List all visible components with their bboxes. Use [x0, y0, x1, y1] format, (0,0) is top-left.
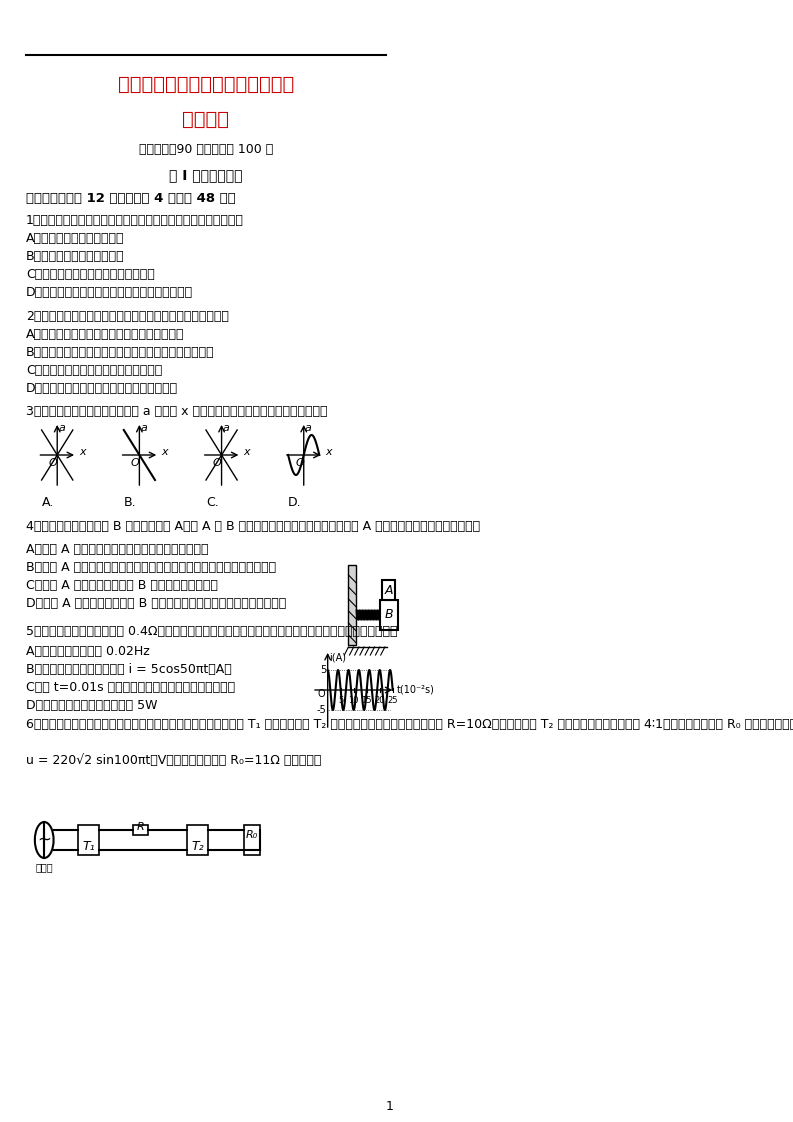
Text: B．波长越长，传播速度越大: B．波长越长，传播速度越大 [26, 250, 125, 263]
Text: x: x [161, 447, 168, 457]
Text: 1: 1 [386, 1100, 394, 1113]
Text: D．单摆运动的回复力是摆线拉力的一个分力: D．单摆运动的回复力是摆线拉力的一个分力 [26, 381, 178, 395]
Text: R₀: R₀ [246, 830, 259, 840]
Text: T₂: T₂ [191, 840, 204, 853]
Text: 3．做简谐运动的物体，其加速度 a 随位移 x 的变化规律应是下图中的哪一个（　　）: 3．做简谐运动的物体，其加速度 a 随位移 x 的变化规律应是下图中的哪一个（ … [26, 405, 328, 419]
Text: O: O [295, 458, 304, 468]
Text: C．单摆过平衡位置时，所受的合力为零: C．单摆过平衡位置时，所受的合力为零 [26, 364, 163, 377]
Text: 4．如图所示，弹簧振子 B 上放一个物块 A，在 A 与 B 一起做简谐运动的过程中，下列关于 A 受力的说法中正确的是（　　）: 4．如图所示，弹簧振子 B 上放一个物块 A，在 A 与 B 一起做简谐运动的过… [26, 519, 480, 533]
Bar [132, 825, 148, 835]
Text: B．交变电流的瞬时表达式为 i = 5cos50πt（A）: B．交变电流的瞬时表达式为 i = 5cos50πt（A） [26, 663, 232, 675]
Text: T₁: T₁ [82, 840, 94, 853]
Text: 5．某交流发电机线圈电阻为 0.4Ω，给灯泡提供如图所示的正弦式交变电流。下列说法中正确的是（　　）: 5．某交流发电机线圈电阻为 0.4Ω，给灯泡提供如图所示的正弦式交变电流。下列说… [26, 625, 397, 638]
Text: t(10⁻²s): t(10⁻²s) [396, 686, 435, 695]
Text: O: O [48, 458, 57, 468]
Text: A．频率越高，传播速度越大: A．频率越高，传播速度越大 [26, 232, 125, 245]
Text: D．物块 A 受重力、支持力及 B 对它的大小和方向都随时间变化的摩擦力: D．物块 A 受重力、支持力及 B 对它的大小和方向都随时间变化的摩擦力 [26, 597, 286, 610]
Text: 2．下列关于单摆运动过程中的受力说法，正确的是（　　）: 2．下列关于单摆运动过程中的受力说法，正确的是（ ） [26, 310, 229, 323]
Text: 20: 20 [374, 696, 385, 705]
Text: B．物块 A 受重力、支持力及弹簧对它的大小和方向都随时间变化的弹力: B．物块 A 受重力、支持力及弹簧对它的大小和方向都随时间变化的弹力 [26, 561, 276, 574]
Text: A．单摆运动的回复力是重力和摆线拉力的合力: A．单摆运动的回复力是重力和摆线拉力的合力 [26, 328, 185, 341]
Bar [348, 565, 356, 645]
Text: 6．如图为某小型电站的电能输送示意图，发电机通过升压变压器 T₁ 和降压变压器 T₂ 向用户供电，已知输电线的总电阻 R=10Ω，降压变压器 T₂ 的原、副线圈: 6．如图为某小型电站的电能输送示意图，发电机通过升压变压器 T₁ 和降压变压器 … [26, 718, 793, 732]
Text: a: a [58, 423, 65, 433]
Text: 5: 5 [338, 696, 343, 705]
Text: B．单摆运动的回复力是重力沿圆弧切线方向的一个分力: B．单摆运动的回复力是重力沿圆弧切线方向的一个分力 [26, 346, 215, 359]
Text: 25: 25 [388, 696, 398, 705]
Text: 5: 5 [320, 665, 327, 675]
Bar [78, 825, 99, 855]
Text: A．物块 A 受重力、支持力及弹簧对它的恒定的弹力: A．物块 A 受重力、支持力及弹簧对它的恒定的弹力 [26, 543, 209, 557]
Text: 平昌中学高级第四学期第二次月考: 平昌中学高级第四学期第二次月考 [118, 75, 294, 94]
Text: 物理试卷: 物理试卷 [182, 110, 229, 129]
Text: a: a [140, 423, 147, 433]
Text: B: B [385, 608, 393, 622]
Text: D.: D. [288, 496, 302, 509]
Text: A．交变电流的频率为 0.02Hz: A．交变电流的频率为 0.02Hz [26, 645, 150, 657]
Text: a: a [223, 423, 229, 433]
Text: 考试时间：90 分钟；满分 100 分: 考试时间：90 分钟；满分 100 分 [139, 142, 273, 156]
Text: x: x [326, 447, 332, 457]
Text: i(A): i(A) [329, 652, 346, 662]
Text: O: O [317, 689, 325, 699]
Bar [187, 825, 208, 855]
Text: C.: C. [206, 496, 219, 509]
Text: -5: -5 [317, 705, 327, 715]
Text: u = 220√2 sin100πt（V），当用电器电阻 R₀=11Ω 时（　　）: u = 220√2 sin100πt（V），当用电器电阻 R₀=11Ω 时（ ） [26, 754, 321, 767]
Text: O: O [213, 458, 222, 468]
Text: 第 I 卷（选择题）: 第 I 卷（选择题） [169, 168, 243, 182]
Text: C．电磁波的能量越大，传播速度越大: C．电磁波的能量越大，传播速度越大 [26, 268, 155, 280]
Text: C．物块 A 受重力、支持力及 B 对它的恒定的摩擦力: C．物块 A 受重力、支持力及 B 对它的恒定的摩擦力 [26, 579, 218, 592]
Text: ~: ~ [37, 831, 52, 849]
Text: x: x [79, 447, 86, 457]
Text: A: A [385, 583, 393, 597]
Text: 一、选择题（共 12 小题，每题 4 分，共 48 分）: 一、选择题（共 12 小题，每题 4 分，共 48 分） [26, 192, 236, 205]
Text: a: a [305, 423, 312, 433]
Text: 发电机: 发电机 [36, 862, 53, 872]
Text: A.: A. [41, 496, 54, 509]
Text: 1．关于电磁波在真空中的传播速度，下列说法正确的是（　　）: 1．关于电磁波在真空中的传播速度，下列说法正确的是（ ） [26, 214, 244, 227]
Text: D．发电机线圈产生的热功率为 5W: D．发电机线圈产生的热功率为 5W [26, 699, 158, 712]
Bar [244, 825, 260, 855]
Text: C．在 t=0.01s 时，穿过交流发电机线圈的磁通量最大: C．在 t=0.01s 时，穿过交流发电机线圈的磁通量最大 [26, 681, 236, 695]
Text: R: R [136, 822, 144, 833]
Text: D．频率、波长、强弱都不影响电磁波的传播速度: D．频率、波长、强弱都不影响电磁波的传播速度 [26, 286, 193, 298]
Text: x: x [243, 447, 250, 457]
Text: O: O [131, 458, 140, 468]
Bar [382, 580, 395, 600]
Text: 15: 15 [362, 696, 372, 705]
Text: 10: 10 [348, 696, 359, 705]
Bar [380, 600, 398, 629]
Text: B.: B. [124, 496, 136, 509]
